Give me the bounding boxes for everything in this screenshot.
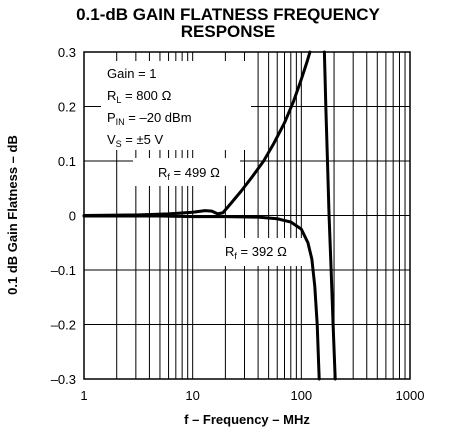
condition-vs: VS = ±5 V bbox=[107, 132, 163, 149]
y-tick-label: –0.2 bbox=[51, 318, 76, 333]
series-label-392-box bbox=[219, 238, 311, 266]
chart-title-line1: 0.1-dB GAIN FLATNESS FREQUENCY bbox=[76, 5, 380, 24]
y-tick-label: 0.2 bbox=[58, 100, 76, 115]
x-tick-label: 1 bbox=[80, 388, 87, 403]
chart-title-line2: RESPONSE bbox=[180, 22, 276, 41]
x-axis-label: f – Frequency – MHz bbox=[184, 412, 310, 427]
x-tick-label: 100 bbox=[290, 388, 312, 403]
y-tick-label: 0.3 bbox=[58, 45, 76, 60]
x-tick-label: 10 bbox=[185, 388, 199, 403]
y-tick-label: –0.1 bbox=[51, 263, 76, 278]
conditions-box bbox=[101, 61, 251, 150]
y-axis-label: 0.1 dB Gain Flatness – dB bbox=[5, 135, 20, 295]
series-label-392: Rf = 392 Ω bbox=[225, 244, 287, 261]
condition-rl: RL = 800 Ω bbox=[107, 88, 172, 105]
series-layer bbox=[82, 50, 337, 381]
series-label-499-box bbox=[133, 158, 240, 186]
series-line-1 bbox=[82, 214, 321, 381]
tick-labels: 1 10 100 1000 0.3 0.2 0.1 0 –0.1 –0.2 –0.3 bbox=[51, 45, 425, 403]
series-label-499: Rf = 499 Ω bbox=[158, 165, 220, 182]
y-tick-label: 0 bbox=[69, 209, 76, 224]
series-line-2 bbox=[322, 50, 337, 381]
x-tick-label: 1000 bbox=[396, 388, 425, 403]
condition-pin: PIN = –20 dBm bbox=[107, 110, 192, 127]
condition-gain: Gain = 1 bbox=[107, 66, 157, 81]
y-tick-label: –0.3 bbox=[51, 372, 76, 387]
y-tick-label: 0.1 bbox=[58, 154, 76, 169]
series-line-0 bbox=[82, 50, 312, 217]
